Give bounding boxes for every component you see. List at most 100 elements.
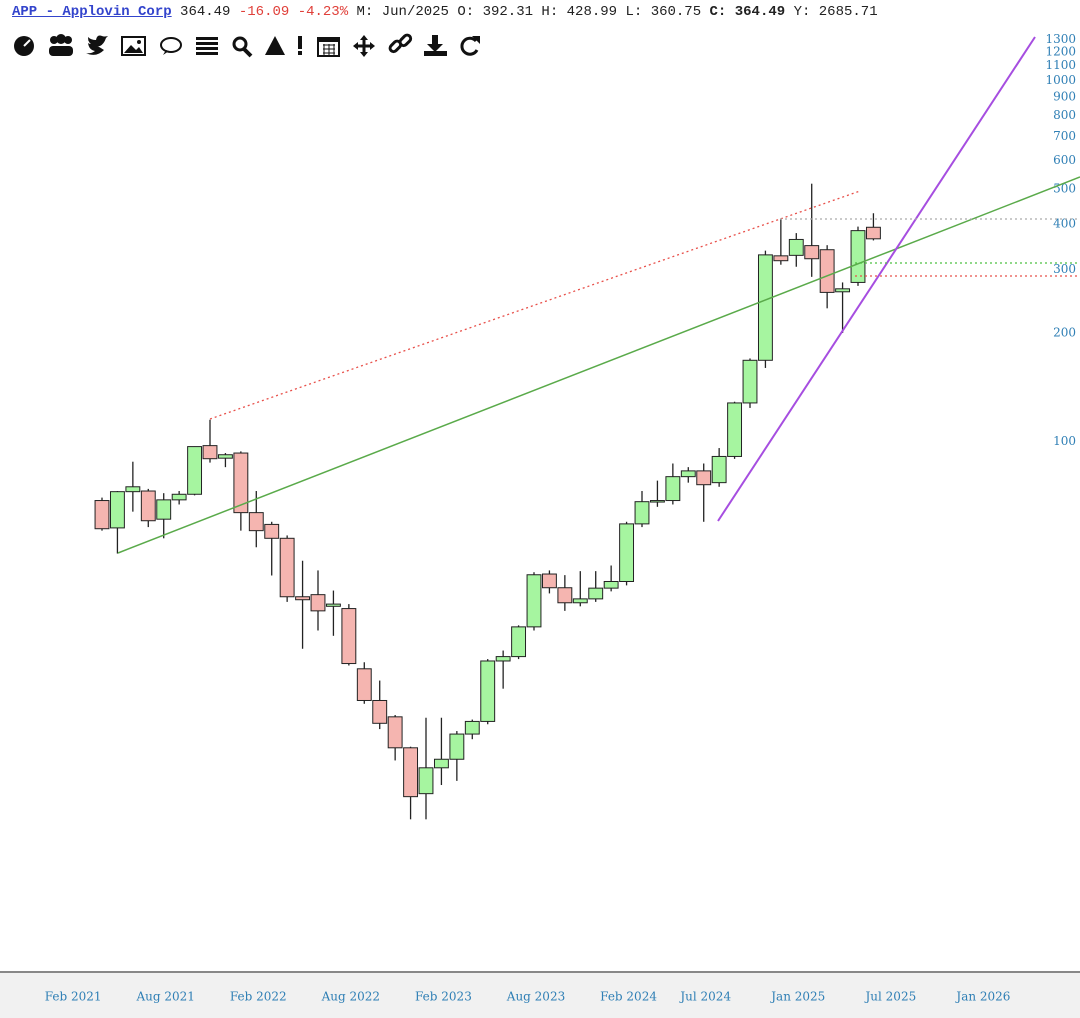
x-tick-label: Jul 2024 xyxy=(678,990,731,1004)
users-icon[interactable] xyxy=(49,34,73,56)
candle-body xyxy=(387,716,403,749)
x-tick-label: Aug 2022 xyxy=(321,990,380,1004)
trend-line-purple xyxy=(717,36,1036,522)
candle-body xyxy=(850,230,866,283)
y-tick-label: 200 xyxy=(1053,325,1076,339)
x-tick-label: Aug 2023 xyxy=(506,990,565,1004)
trend-line-green xyxy=(117,176,1080,554)
high-value: 428.99 xyxy=(566,4,618,20)
x-tick-label: Aug 2021 xyxy=(135,990,194,1004)
candle-body xyxy=(526,574,542,628)
candle-body xyxy=(187,446,203,495)
year-label: Y: xyxy=(793,4,811,20)
dashboard-icon[interactable] xyxy=(14,36,34,56)
candle-body xyxy=(788,238,804,256)
open-label: O: xyxy=(457,4,475,20)
candle-body xyxy=(634,501,650,525)
candle-body xyxy=(480,660,496,722)
candle-body xyxy=(403,747,419,798)
candles xyxy=(94,183,881,820)
candle-body xyxy=(603,580,619,589)
candle-body xyxy=(665,476,681,502)
candle-body xyxy=(233,452,249,514)
candle-body xyxy=(140,490,156,522)
candle-body xyxy=(341,608,357,665)
candle-body xyxy=(711,455,727,484)
candle-body xyxy=(773,255,789,262)
y-tick-label: 300 xyxy=(1053,262,1076,276)
download-icon[interactable] xyxy=(424,35,447,56)
symbol-link[interactable]: APP - Applovin Corp xyxy=(12,4,172,20)
candle-body xyxy=(325,603,341,607)
candle-body xyxy=(495,656,511,662)
list-icon[interactable] xyxy=(196,37,218,55)
candle-body xyxy=(109,491,125,529)
period-value: Jun/2025 xyxy=(381,4,449,20)
twitter-icon[interactable] xyxy=(86,35,108,55)
candle-body xyxy=(727,402,743,457)
candle-body xyxy=(680,470,696,478)
candle-body xyxy=(865,226,881,240)
link-icon[interactable] xyxy=(388,33,413,54)
candle-body xyxy=(279,537,295,598)
candle-body xyxy=(264,523,280,539)
candle-body xyxy=(156,499,172,520)
candle-body xyxy=(202,445,218,460)
y-tick-label: 800 xyxy=(1053,108,1076,122)
candle-body xyxy=(511,626,527,658)
x-tick-label: Jan 2026 xyxy=(954,990,1010,1004)
y-tick-label: 1000 xyxy=(1045,73,1076,87)
candle-body xyxy=(541,573,557,589)
y-tick-label: 400 xyxy=(1053,217,1076,231)
toolbar xyxy=(14,33,480,58)
y-tick-label: 600 xyxy=(1053,153,1076,167)
low-label: L: xyxy=(625,4,643,20)
search-icon[interactable] xyxy=(232,36,253,58)
candle-body xyxy=(557,587,573,604)
candle-body xyxy=(356,668,372,701)
y-tick-label: 700 xyxy=(1053,129,1076,143)
x-tick-label: Jan 2025 xyxy=(769,990,825,1004)
y-tick-label: 100 xyxy=(1053,434,1076,448)
candle-body xyxy=(171,493,187,501)
quote-header: APP - Applovin Corp 364.49 -16.09 -4.23%… xyxy=(12,4,878,20)
candle-body xyxy=(248,512,264,532)
drawings xyxy=(117,36,1080,554)
candle-body xyxy=(619,523,635,582)
candle-body xyxy=(433,758,449,769)
x-tick-label: Jul 2025 xyxy=(863,990,916,1004)
triangle-icon[interactable] xyxy=(265,36,285,55)
change: -16.09 xyxy=(238,4,290,20)
candle-body xyxy=(372,699,388,724)
candle-body xyxy=(125,486,141,493)
x-tick-label: Feb 2022 xyxy=(230,990,287,1004)
move-icon[interactable] xyxy=(353,35,375,57)
comment-icon[interactable] xyxy=(160,37,182,55)
x-tick-label: Feb 2024 xyxy=(600,990,657,1004)
calendar-icon[interactable] xyxy=(317,37,340,57)
refresh-icon[interactable] xyxy=(460,36,480,56)
year-value: 2685.71 xyxy=(818,4,878,20)
low-value: 360.75 xyxy=(650,4,702,20)
candle-body xyxy=(819,249,835,293)
alert-icon[interactable] xyxy=(298,36,302,55)
candle-body xyxy=(464,720,480,735)
x-tick-label: Feb 2021 xyxy=(45,990,102,1004)
candle-body xyxy=(94,500,110,530)
candle-body xyxy=(588,587,604,600)
y-tick-label: 1200 xyxy=(1045,44,1076,58)
last-price: 364.49 xyxy=(180,4,231,20)
period-label: M: xyxy=(356,4,374,20)
candle-body xyxy=(310,594,326,612)
x-tick-label: Feb 2023 xyxy=(415,990,472,1004)
candle-body xyxy=(572,598,588,604)
candle-body xyxy=(649,500,665,503)
image-icon[interactable] xyxy=(121,36,146,56)
candle-body xyxy=(217,454,233,459)
candle-body xyxy=(804,245,820,260)
candle-body xyxy=(757,254,773,361)
y-tick-label: 1300 xyxy=(1045,32,1076,46)
candle-body xyxy=(449,733,465,760)
candle-body xyxy=(835,288,851,293)
